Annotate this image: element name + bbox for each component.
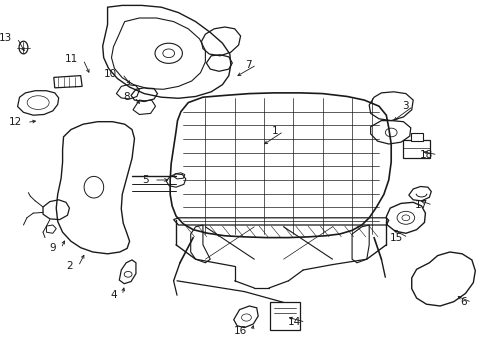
Text: 9: 9 — [49, 243, 56, 253]
Text: 15: 15 — [389, 233, 403, 243]
Text: 12: 12 — [9, 117, 22, 127]
Text: 13: 13 — [0, 33, 12, 43]
Text: 11: 11 — [65, 54, 78, 64]
Text: 18: 18 — [419, 150, 432, 160]
FancyBboxPatch shape — [410, 133, 422, 141]
Text: 7: 7 — [244, 60, 251, 70]
Text: 1: 1 — [271, 126, 278, 136]
Text: 8: 8 — [122, 92, 129, 102]
Text: 4: 4 — [110, 290, 117, 300]
FancyBboxPatch shape — [403, 140, 429, 158]
Text: 6: 6 — [459, 297, 466, 307]
Text: 5: 5 — [142, 175, 149, 185]
Text: 16: 16 — [233, 326, 246, 336]
FancyBboxPatch shape — [269, 302, 300, 330]
Text: 10: 10 — [104, 69, 117, 79]
Text: 17: 17 — [414, 200, 427, 210]
Text: 3: 3 — [401, 101, 407, 111]
Text: 2: 2 — [66, 261, 73, 271]
Text: 14: 14 — [287, 317, 300, 327]
